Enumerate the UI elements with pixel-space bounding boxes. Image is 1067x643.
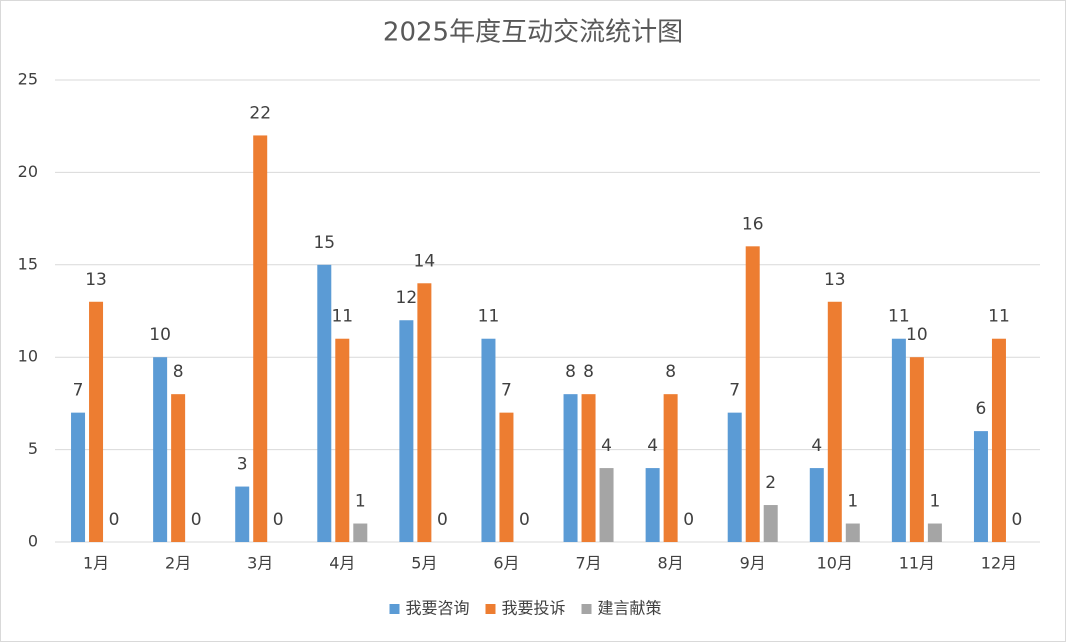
legend-label: 我要投诉: [502, 599, 566, 618]
x-tick-label: 11月: [899, 554, 935, 573]
bar: [763, 505, 778, 542]
bar: [745, 246, 760, 542]
bar: [909, 357, 924, 542]
legend-swatch: [581, 604, 592, 614]
data-label: 0: [437, 510, 448, 530]
legend-label: 建言献策: [598, 599, 662, 618]
data-label: 4: [811, 436, 822, 456]
legend-swatch: [485, 604, 496, 614]
x-tick-label: 1月: [83, 554, 109, 573]
data-label: 2: [765, 473, 776, 493]
bar: [891, 338, 906, 542]
bar: [927, 523, 942, 542]
x-tick-label: 3月: [247, 554, 273, 573]
bar: [809, 468, 824, 542]
data-label: 0: [109, 510, 120, 530]
bar: [153, 357, 168, 542]
y-tick-label: 20: [18, 162, 38, 181]
data-label: 11: [888, 307, 910, 327]
bar: [417, 283, 432, 542]
data-label: 1: [847, 492, 858, 512]
y-tick-label: 25: [18, 70, 38, 89]
data-label: 10: [906, 325, 928, 345]
y-tick-label: 15: [18, 254, 38, 273]
x-tick-label: 2月: [165, 554, 191, 573]
data-label: 0: [1012, 510, 1023, 530]
bar: [399, 320, 414, 542]
data-label: 0: [273, 510, 284, 530]
data-label: 11: [988, 307, 1010, 327]
bar: [71, 412, 86, 542]
bar: [317, 264, 332, 542]
data-label: 13: [824, 270, 846, 290]
data-label: 16: [742, 214, 764, 234]
data-label: 4: [601, 436, 612, 456]
bar: [89, 301, 104, 542]
data-label: 13: [85, 270, 107, 290]
x-tick-label: 6月: [493, 554, 519, 573]
data-label: 15: [313, 233, 335, 253]
bar: [727, 412, 742, 542]
bar: [253, 135, 268, 542]
bar: [845, 523, 860, 542]
y-tick-label: 10: [18, 347, 38, 366]
bar: [599, 468, 614, 542]
data-label: 7: [73, 381, 84, 401]
bar: [235, 486, 250, 542]
data-label: 8: [583, 362, 594, 382]
bar: [481, 338, 496, 542]
bar: [499, 412, 514, 542]
y-tick-label: 5: [28, 439, 38, 458]
data-label: 6: [976, 399, 987, 419]
data-label: 10: [149, 325, 171, 345]
data-label: 12: [396, 288, 418, 308]
data-label: 1: [929, 492, 940, 512]
data-label: 8: [665, 362, 676, 382]
legend-swatch: [389, 604, 400, 614]
x-tick-label: 10月: [817, 554, 853, 573]
data-label: 8: [565, 362, 576, 382]
bar: [663, 394, 678, 542]
data-label: 8: [173, 362, 184, 382]
x-tick-label: 5月: [411, 554, 437, 573]
data-label: 1: [355, 492, 366, 512]
bar: [827, 301, 842, 542]
data-label: 11: [331, 307, 353, 327]
x-tick-label: 7月: [575, 554, 601, 573]
data-label: 22: [249, 103, 271, 123]
bar: [991, 338, 1006, 542]
x-tick-label: 9月: [740, 554, 766, 573]
bar: [645, 468, 660, 542]
y-tick-label: 0: [28, 532, 38, 551]
data-label: 3: [237, 455, 248, 475]
bar: [581, 394, 596, 542]
data-label: 14: [414, 251, 436, 271]
bar: [973, 431, 988, 542]
data-label: 11: [478, 307, 500, 327]
chart-title: 2025年度互动交流统计图: [383, 18, 683, 48]
data-label: 7: [729, 381, 740, 401]
x-tick-label: 4月: [329, 554, 355, 573]
x-tick-label: 12月: [981, 554, 1017, 573]
data-label: 0: [519, 510, 530, 530]
bar: [335, 338, 350, 542]
bar: [171, 394, 186, 542]
data-label: 4: [647, 436, 658, 456]
legend-label: 我要咨询: [406, 599, 470, 618]
data-label: 7: [501, 381, 512, 401]
bar: [353, 523, 368, 542]
data-label: 0: [683, 510, 694, 530]
data-label: 0: [191, 510, 202, 530]
x-tick-label: 8月: [658, 554, 684, 573]
bar: [563, 394, 578, 542]
